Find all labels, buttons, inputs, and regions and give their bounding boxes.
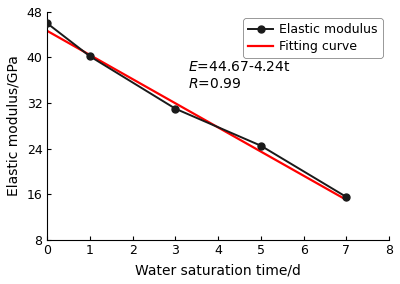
Y-axis label: Elastic modulus/GPa: Elastic modulus/GPa bbox=[7, 55, 21, 196]
Legend: Elastic modulus, Fitting curve: Elastic modulus, Fitting curve bbox=[243, 18, 383, 58]
Text: $\it{E}$=44.67-4.24t
$\it{R}$=0.99: $\it{E}$=44.67-4.24t $\it{R}$=0.99 bbox=[188, 60, 291, 91]
X-axis label: Water saturation time/d: Water saturation time/d bbox=[135, 263, 301, 277]
